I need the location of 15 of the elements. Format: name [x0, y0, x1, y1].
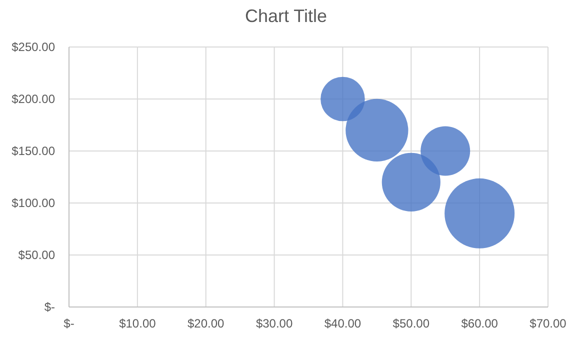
x-tick-label: $40.00: [324, 316, 362, 331]
chart-title: Chart Title: [244, 6, 328, 26]
y-tick-label: $200.00: [12, 92, 56, 106]
x-tick-label: $30.00: [256, 316, 293, 331]
x-tick-label: $70.00: [530, 316, 567, 331]
x-tick-label: $-: [64, 316, 74, 331]
y-tick-label: $-: [44, 300, 55, 314]
x-tick-label: $10.00: [119, 316, 156, 331]
y-tick-label: $250.00: [12, 40, 56, 54]
x-tick-label: $50.00: [392, 316, 430, 331]
y-tick-label: $150.00: [12, 144, 56, 158]
x-tick-label: $60.00: [461, 316, 498, 331]
y-tick-label: $100.00: [12, 196, 56, 210]
y-tick-label: $50.00: [18, 248, 56, 262]
x-tick-label: $20.00: [188, 316, 225, 331]
